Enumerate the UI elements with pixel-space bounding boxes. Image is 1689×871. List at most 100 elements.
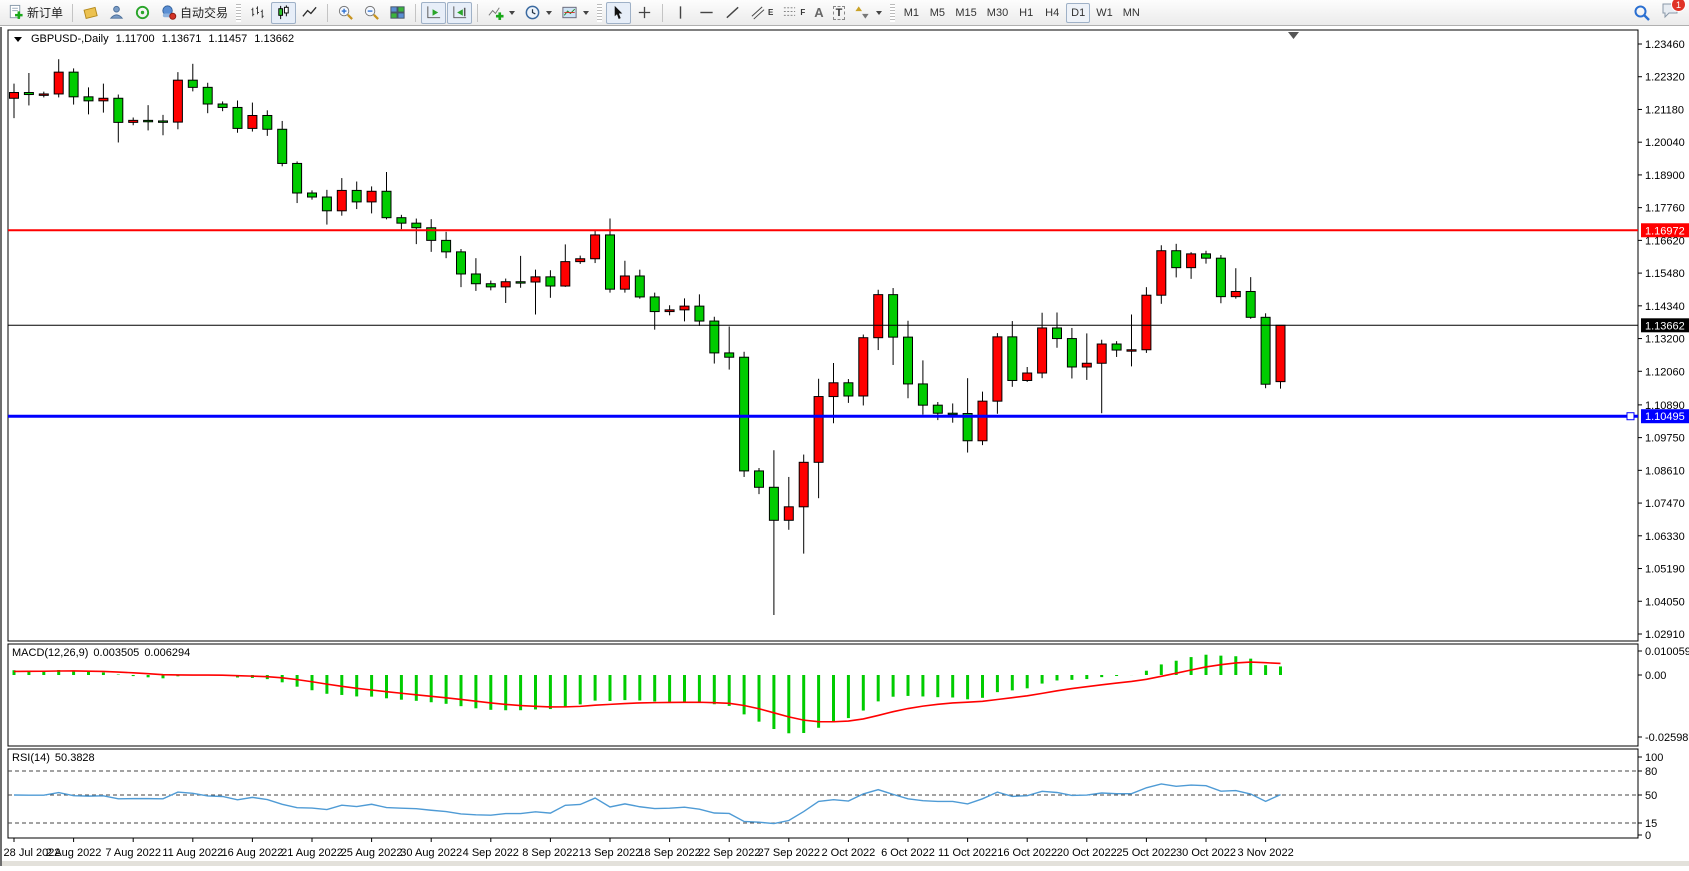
timeframe-button-MN[interactable]: MN	[1119, 3, 1144, 23]
quotes-icon	[83, 6, 98, 20]
candle	[1275, 324, 1286, 389]
candle-body	[83, 96, 94, 102]
candle	[23, 72, 34, 106]
candle	[590, 229, 601, 264]
text-button[interactable]: A	[810, 2, 827, 24]
new-order-label: 新订单	[27, 6, 64, 20]
time-tick-label: 2 Oct 2022	[821, 847, 875, 859]
time-tick-label: 7 Aug 2022	[105, 847, 161, 859]
line-chart-button[interactable]	[297, 2, 322, 24]
timeframe-button-M30[interactable]: M30	[983, 3, 1012, 23]
timeframe-button-M5[interactable]: M5	[925, 3, 949, 23]
dropdown-caret-icon	[509, 10, 516, 15]
fibonacci-button[interactable]: F	[778, 2, 809, 24]
chart-canvas[interactable]: 1.16972 1.13662 1.10495 1.23460 1.22320 1.211…	[2, 27, 1689, 866]
candle-body	[560, 261, 571, 287]
chat-button[interactable]: 1	[1661, 0, 1686, 24]
rsi-pane[interactable]	[7, 748, 1639, 839]
vertical-line-button[interactable]	[668, 2, 693, 24]
horizontal-line-button[interactable]	[694, 2, 719, 24]
candle-body	[38, 93, 49, 96]
zoom-out-button[interactable]	[359, 2, 384, 24]
candle	[1201, 250, 1211, 264]
candle	[977, 391, 988, 446]
toolbar-right: 1	[1629, 0, 1686, 24]
templates-button[interactable]	[557, 2, 593, 24]
time-tick-label: 30 Oct 2022	[1176, 847, 1236, 859]
rsi-label: RSI(14) 50.3828	[12, 752, 95, 764]
candle-body	[23, 92, 34, 96]
channel-sub-glyph: E	[768, 7, 774, 17]
price-tick-label: 1.16620	[1645, 235, 1685, 247]
candle-body	[709, 320, 720, 354]
separator	[415, 3, 417, 22]
timeframe-button-H1[interactable]: H1	[1014, 3, 1038, 23]
search-button[interactable]	[1629, 2, 1655, 24]
crosshair-button[interactable]	[632, 2, 657, 24]
price-tick-label: 1.21180	[1645, 104, 1684, 116]
chart-shift-marker[interactable]	[1288, 32, 1299, 39]
candle-body	[977, 400, 988, 442]
candle-body	[113, 97, 124, 123]
candle-body	[202, 86, 213, 105]
price-tick-label: 1.04050	[1645, 596, 1685, 608]
crosshair-icon	[638, 6, 651, 19]
timeframe-button-M15[interactable]: M15	[951, 3, 980, 23]
candle-body	[396, 217, 407, 224]
candle	[515, 255, 526, 288]
candle-body	[605, 234, 615, 290]
equidistant-channel-button[interactable]: E	[746, 2, 777, 24]
zoom-in-button[interactable]	[333, 2, 358, 24]
candlestick-chart-button[interactable]	[271, 1, 297, 24]
candle-body	[783, 506, 794, 521]
candle	[441, 231, 452, 259]
candle	[798, 454, 809, 554]
candle-body	[1171, 250, 1182, 269]
candle-body	[485, 283, 496, 288]
timeframe-button-D1[interactable]: D1	[1066, 2, 1091, 23]
time-tick-label: 28 Jul 2022	[4, 847, 61, 859]
text-label-button[interactable]: T	[829, 2, 850, 24]
macd-pane[interactable]	[7, 643, 1639, 747]
candle-body	[1186, 253, 1197, 269]
candle	[828, 362, 839, 424]
profiles-button[interactable]	[104, 2, 129, 24]
timeframe-button-H4[interactable]: H4	[1040, 3, 1064, 23]
candle	[1141, 287, 1152, 353]
rsi-name: RSI(14)	[12, 752, 50, 764]
support-line-handle[interactable]	[1626, 412, 1635, 421]
periods-button[interactable]	[520, 2, 556, 24]
candle	[321, 189, 332, 225]
timeframe-button-W1[interactable]: W1	[1092, 3, 1117, 23]
candle	[709, 316, 720, 364]
candle-body	[649, 296, 660, 313]
arrows-button[interactable]	[850, 2, 886, 24]
vertical-line-icon	[679, 6, 682, 19]
chart-dropdown-icon[interactable]	[14, 36, 22, 42]
candle	[53, 59, 64, 98]
fibo-sub-glyph: F	[800, 7, 806, 17]
cursor-button[interactable]	[606, 1, 632, 24]
tile-windows-button[interactable]	[385, 2, 410, 24]
autotrading-button[interactable]: 自动交易	[156, 2, 232, 24]
current-price-line-price-tag	[1641, 318, 1689, 333]
price-tick-label: 1.22320	[1645, 72, 1685, 84]
new-order-button[interactable]: 新订单	[3, 2, 67, 24]
candle-body	[917, 383, 928, 406]
price-tick-label: 1.09750	[1645, 433, 1685, 445]
candle-body	[172, 79, 183, 123]
timeframe-button-M1[interactable]: M1	[899, 3, 923, 23]
candle	[336, 178, 347, 216]
time-tick-label: 6 Oct 2022	[881, 847, 935, 859]
trendline-button[interactable]	[720, 2, 745, 24]
macd-tick-label: 0.00	[1645, 670, 1666, 682]
chart-shift-button[interactable]	[447, 1, 473, 24]
auto-scroll-button[interactable]	[421, 1, 447, 24]
price-tick-label: 1.12060	[1645, 366, 1685, 378]
bar-chart-button[interactable]	[245, 2, 270, 24]
quotes-button[interactable]	[78, 2, 103, 24]
candle	[187, 63, 198, 92]
indicators-button[interactable]	[483, 2, 519, 24]
line-chart-icon	[302, 6, 317, 17]
signals-button[interactable]	[130, 2, 155, 24]
